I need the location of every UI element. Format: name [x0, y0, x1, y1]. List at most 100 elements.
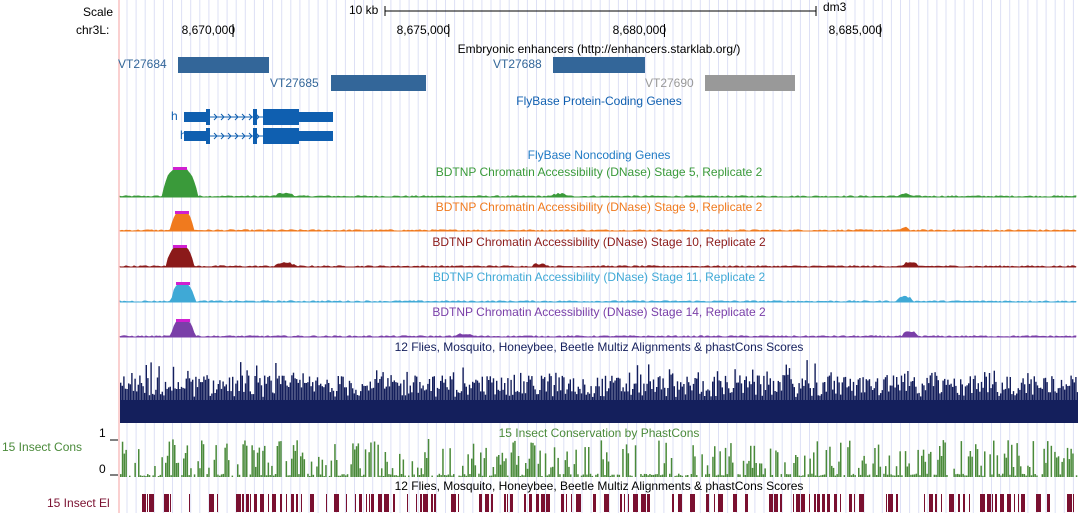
- multiz-bar: [232, 376, 234, 423]
- track-title-dnase-stage9[interactable]: BDTNP Chromatin Accessibility (DNase) St…: [435, 200, 763, 214]
- multiz-bar: [433, 376, 435, 423]
- enhancer-label[interactable]: VT27690: [645, 76, 694, 90]
- cons-bar: [753, 445, 756, 477]
- cons-bar: [712, 456, 714, 477]
- conserved-element: [628, 494, 629, 512]
- multiz-bar: [342, 376, 344, 423]
- multiz-bar: [131, 373, 133, 423]
- cons-bar: [1068, 459, 1071, 477]
- cons-bar: [480, 452, 482, 477]
- cons-bar: [715, 475, 718, 477]
- cons-bar: [1025, 475, 1027, 477]
- cons-bar: [746, 463, 748, 477]
- cons-bar: [876, 475, 878, 477]
- cons-bar: [492, 467, 495, 477]
- conserved-element: [378, 494, 382, 512]
- cons-bar: [661, 474, 664, 477]
- cons-bar: [820, 475, 822, 477]
- track-title-dnase-stage11[interactable]: BDTNP Chromatin Accessibility (DNase) St…: [432, 270, 766, 284]
- scale-bar-label: 10 kb: [349, 3, 379, 17]
- multiz-bar: [766, 371, 768, 423]
- multiz-bar: [993, 370, 995, 423]
- cons-bar: [755, 463, 757, 477]
- cons-bar: [665, 442, 667, 477]
- cons-bar: [494, 474, 496, 477]
- conserved-element: [566, 494, 567, 512]
- multiz-bar: [150, 362, 152, 423]
- cons-bar: [296, 440, 298, 477]
- cons-bar: [607, 461, 610, 477]
- cons-bar: [521, 474, 523, 477]
- multiz-bar: [187, 370, 189, 423]
- cons-bar: [217, 474, 219, 477]
- enhancer-label[interactable]: VT27685: [270, 76, 319, 90]
- track-title-noncoding[interactable]: FlyBase Noncoding Genes: [527, 148, 671, 162]
- cons-bar: [611, 474, 613, 477]
- conserved-element: [809, 494, 810, 512]
- track-title-dnase-stage5[interactable]: BDTNP Chromatin Accessibility (DNase) St…: [435, 165, 763, 179]
- conserved-element: [1036, 494, 1041, 512]
- conserved-element: [992, 494, 993, 512]
- dnase-signal: [119, 282, 1077, 303]
- multiz-bar: [785, 364, 787, 423]
- cons-bar: [559, 474, 561, 477]
- gene-label[interactable]: h: [171, 109, 178, 123]
- cons-bar: [253, 450, 255, 477]
- cons-bar: [679, 475, 682, 477]
- conserved-element: [268, 494, 269, 512]
- cons-bar: [800, 475, 802, 477]
- cons-bar: [1021, 473, 1024, 477]
- cons-side-label[interactable]: 15 Insect Cons: [2, 440, 83, 454]
- cons-bar: [737, 474, 739, 477]
- cons-bar: [1054, 451, 1056, 477]
- cons-bar: [546, 475, 549, 477]
- cons-bar: [660, 475, 662, 477]
- cons-bar: [879, 466, 882, 477]
- cons-bar: [330, 460, 333, 477]
- enhancer-label[interactable]: VT27684: [118, 57, 167, 71]
- track-title-cons[interactable]: 15 Insect Conservation by PhastCons: [498, 426, 700, 440]
- cons-bar: [1014, 475, 1017, 477]
- track-title-dnase-stage10[interactable]: BDTNP Chromatin Accessibility (DNase) St…: [432, 235, 766, 249]
- cons-bar: [157, 476, 160, 477]
- cons-bar: [341, 474, 343, 477]
- conserved-element: [987, 494, 991, 512]
- cons-bar: [280, 441, 282, 477]
- gene-label[interactable]: h: [180, 128, 187, 142]
- conserved-element: [817, 494, 820, 512]
- conserved-element: [326, 494, 327, 512]
- track-title-dnase-stage14[interactable]: BDTNP Chromatin Accessibility (DNase) St…: [432, 305, 766, 319]
- cons-bar: [1012, 467, 1015, 477]
- multiz-bar: [984, 372, 986, 423]
- track-title-multiz[interactable]: 12 Flies, Mosquito, Honeybee, Beetle Mul…: [394, 340, 804, 354]
- conserved-element: [416, 494, 417, 512]
- cons-bar: [458, 475, 460, 477]
- enhancer-label[interactable]: VT27688: [493, 57, 542, 71]
- track-title-elements[interactable]: 12 Flies, Mosquito, Honeybee, Beetle Mul…: [394, 479, 804, 493]
- cons-bar: [708, 473, 711, 477]
- cons-bar: [354, 449, 356, 477]
- cons-bar: [181, 475, 183, 477]
- track-title-enhancers[interactable]: Embryonic enhancers (http://enhancers.st…: [457, 42, 741, 56]
- track-title-genes[interactable]: FlyBase Protein-Coding Genes: [516, 94, 682, 108]
- cons-bar: [604, 475, 606, 477]
- cons-bar: [1047, 441, 1049, 477]
- conserved-element: [1067, 494, 1072, 512]
- cons-bar: [289, 475, 291, 477]
- cons-bar: [600, 440, 603, 477]
- cons-bar: [955, 474, 957, 477]
- cons-bar: [732, 462, 734, 477]
- multiz-bar: [716, 371, 719, 423]
- multiz-bar: [931, 372, 933, 423]
- enhancer-block: [331, 75, 426, 91]
- cons-bar: [1057, 456, 1060, 477]
- cons-bar: [165, 462, 167, 477]
- multiz-bar: [486, 376, 488, 423]
- multiz-bar: [561, 375, 563, 423]
- multiz-bar: [240, 362, 242, 423]
- conserved-element: [242, 494, 244, 512]
- strand-arrow: [220, 113, 225, 121]
- multiz-bar: [907, 371, 909, 423]
- elements-side-label[interactable]: 15 Insect El: [47, 496, 110, 510]
